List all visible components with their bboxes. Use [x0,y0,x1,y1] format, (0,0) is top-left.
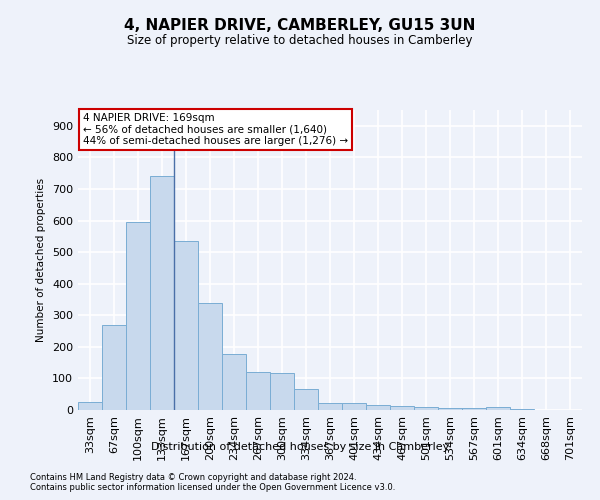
Text: 4, NAPIER DRIVE, CAMBERLEY, GU15 3UN: 4, NAPIER DRIVE, CAMBERLEY, GU15 3UN [124,18,476,32]
Bar [174,241,198,410]
Bar [126,222,150,410]
Bar [366,406,390,410]
Text: Contains HM Land Registry data © Crown copyright and database right 2024.: Contains HM Land Registry data © Crown c… [30,472,356,482]
Bar [318,403,342,410]
Y-axis label: Number of detached properties: Number of detached properties [37,178,46,342]
Bar [270,372,294,410]
Bar [462,408,486,410]
Bar [222,354,246,410]
Bar [102,324,126,410]
Bar [342,403,366,410]
Bar [150,176,174,410]
Bar [438,408,462,410]
Text: Contains public sector information licensed under the Open Government Licence v3: Contains public sector information licen… [30,484,395,492]
Text: Size of property relative to detached houses in Camberley: Size of property relative to detached ho… [127,34,473,47]
Bar [198,304,222,410]
Bar [414,408,438,410]
Bar [390,406,414,410]
Bar [246,372,270,410]
Bar [294,388,318,410]
Text: 4 NAPIER DRIVE: 169sqm
← 56% of detached houses are smaller (1,640)
44% of semi-: 4 NAPIER DRIVE: 169sqm ← 56% of detached… [83,113,348,146]
Text: Distribution of detached houses by size in Camberley: Distribution of detached houses by size … [151,442,449,452]
Bar [486,408,510,410]
Bar [78,402,102,410]
